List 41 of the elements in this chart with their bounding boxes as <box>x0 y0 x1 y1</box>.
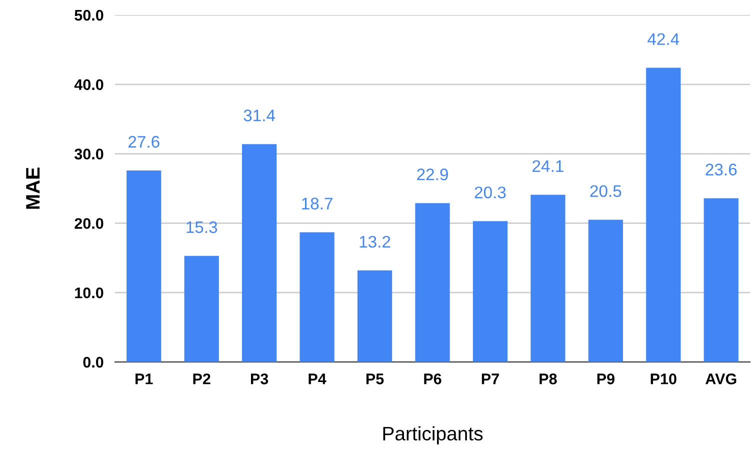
y-tick-label: 50.0 <box>74 10 104 21</box>
x-axis-title: Participants <box>383 426 483 444</box>
x-tick-label: P7 <box>482 374 499 384</box>
bar <box>704 198 738 362</box>
x-tick-label: P2 <box>193 374 210 384</box>
bar <box>357 270 392 362</box>
bar <box>646 68 681 362</box>
data-label: 18.7 <box>302 198 332 210</box>
bar <box>530 194 566 362</box>
bar <box>184 256 219 362</box>
bar <box>242 144 277 362</box>
data-label: 20.5 <box>590 185 622 197</box>
bar <box>472 221 508 362</box>
bar <box>300 232 334 362</box>
y-tick-label: 10.0 <box>75 287 104 298</box>
bar <box>415 203 450 362</box>
x-tick-label: P1 <box>136 374 153 384</box>
y-tick-label: 20.0 <box>74 218 104 229</box>
y-tick-label: 40.0 <box>74 79 104 90</box>
data-label: 31.4 <box>244 110 276 122</box>
data-label: 24.1 <box>532 160 564 172</box>
data-label: 15.3 <box>186 221 218 234</box>
x-tick-label: P3 <box>250 374 268 384</box>
x-tick-label: P8 <box>540 374 557 384</box>
x-tick-label: P4 <box>308 374 326 384</box>
data-label: 13.2 <box>360 236 390 248</box>
x-tick-label: P9 <box>597 374 614 384</box>
bar <box>126 170 162 362</box>
data-label: 20.3 <box>474 186 506 198</box>
y-axis-title: MAE <box>26 168 40 209</box>
data-label: 23.6 <box>706 164 737 176</box>
x-tick-label: AVG <box>706 374 736 384</box>
bar <box>588 220 623 362</box>
data-label: 42.4 <box>648 33 680 45</box>
x-tick-label: P5 <box>366 374 384 384</box>
y-tick-label: 0.0 <box>83 356 104 368</box>
data-label: 27.6 <box>128 136 160 148</box>
x-tick-label: P6 <box>424 374 442 384</box>
y-tick-label: 30.0 <box>74 148 104 160</box>
data-label: 22.9 <box>417 168 448 180</box>
x-tick-label: P10 <box>650 374 676 384</box>
